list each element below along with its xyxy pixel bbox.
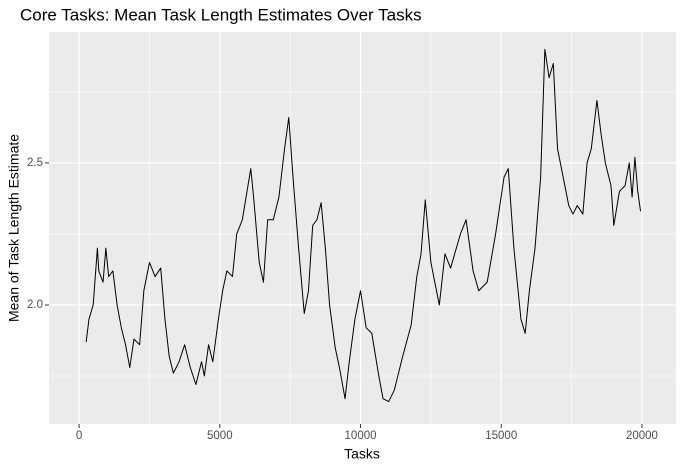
plot-panel [49, 32, 676, 424]
x-tick-label: 10000 [345, 430, 377, 442]
x-tick-label: 20000 [626, 430, 658, 442]
x-axis-title: Tasks [344, 446, 380, 462]
x-tick-label: 0 [76, 430, 82, 442]
data-line [85, 48, 642, 403]
x-tick-label: 15000 [485, 430, 517, 442]
y-tick-label: 2.5 [27, 157, 43, 169]
y-axis-title: Mean of Task Length Estimate [6, 134, 22, 322]
x-tick-label: 5000 [207, 430, 233, 442]
y-tick-label: 2.0 [27, 299, 43, 311]
chart-title: Core Tasks: Mean Task Length Estimates O… [20, 5, 422, 24]
